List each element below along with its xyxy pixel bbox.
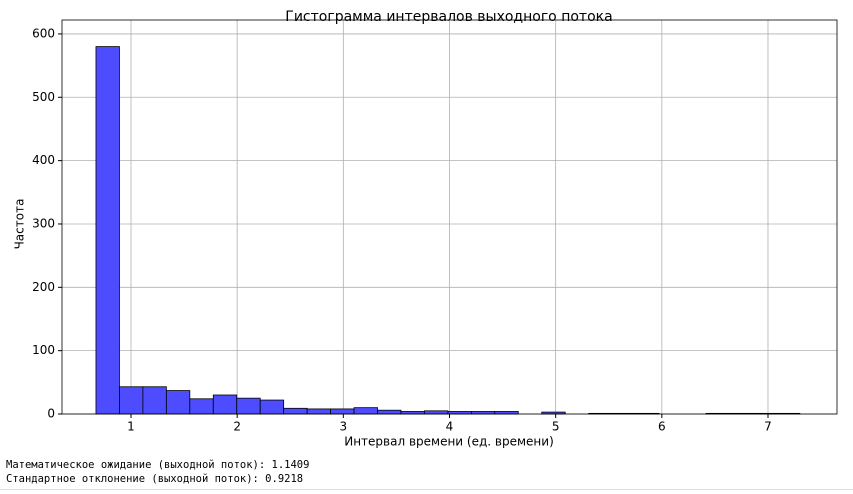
chart-title: Гистограмма интервалов выходного потока xyxy=(285,9,612,25)
y-tick-label: 300 xyxy=(32,216,55,230)
bar xyxy=(424,410,449,415)
bar xyxy=(165,390,191,415)
y-tick-label: 0 xyxy=(47,407,55,421)
plot-frame xyxy=(61,19,838,415)
bar xyxy=(119,386,144,415)
y-tick-label: 400 xyxy=(32,153,55,167)
output-line: Математическое ожидание (выходной поток)… xyxy=(6,459,310,471)
bar xyxy=(283,407,308,415)
x-tick-label: 7 xyxy=(764,420,772,434)
x-tick-label: 1 xyxy=(127,420,135,434)
y-tick-label: 500 xyxy=(32,90,55,104)
x-tick-label: 2 xyxy=(233,420,241,434)
divider xyxy=(0,489,853,490)
bar xyxy=(306,408,331,415)
bar xyxy=(330,408,355,415)
bar xyxy=(189,398,214,415)
y-tick-label: 600 xyxy=(32,26,55,40)
y-axis-label: Частота xyxy=(13,199,27,250)
bar xyxy=(353,407,378,415)
chart: Гистограмма интервалов выходного потока … xyxy=(13,9,838,449)
x-tick-label: 5 xyxy=(552,420,560,434)
output-line: Стандартное отклонение (выходной поток):… xyxy=(6,473,304,485)
y-tick-label: 200 xyxy=(32,280,55,294)
bar xyxy=(377,409,402,415)
x-axis-label: Интервал времени (ед. времени) xyxy=(344,435,554,449)
bar xyxy=(236,397,261,415)
bar xyxy=(95,46,120,415)
y-tick-label: 100 xyxy=(32,343,55,357)
x-tick-label: 3 xyxy=(340,420,348,434)
bar xyxy=(142,386,167,415)
bar xyxy=(259,399,285,415)
x-tick-label: 4 xyxy=(446,420,454,434)
bar xyxy=(212,394,238,415)
x-tick-label: 6 xyxy=(658,420,666,434)
